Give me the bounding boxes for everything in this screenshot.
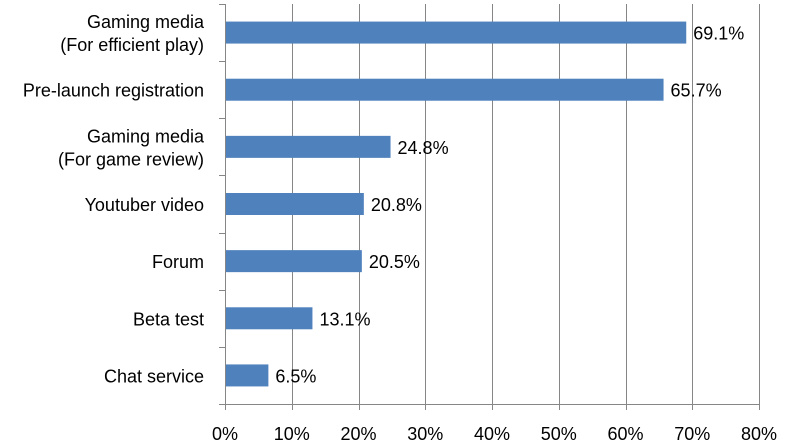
category-label: Forum	[152, 252, 204, 272]
x-tick-label: 80%	[741, 424, 777, 444]
x-tick-label: 60%	[607, 424, 643, 444]
bar	[226, 364, 269, 387]
bar	[226, 21, 687, 44]
category-label: (For game review)	[58, 149, 204, 169]
x-tick-label: 0%	[212, 424, 238, 444]
x-tick-label: 30%	[407, 424, 443, 444]
data-label: 6.5%	[275, 366, 316, 386]
bars	[226, 21, 687, 387]
x-tick-label: 40%	[474, 424, 510, 444]
data-label: 20.8%	[371, 195, 422, 215]
category-label: Pre-launch registration	[23, 81, 204, 101]
category-label: Gaming media	[87, 12, 205, 32]
bar	[226, 193, 364, 215]
category-label: Beta test	[133, 309, 204, 329]
category-label: Gaming media	[87, 126, 205, 146]
bar	[226, 78, 664, 101]
labels: 0% 10% 20% 30% 40% 50% 60% 70% 80% 69.1% Gaming me…	[23, 12, 777, 444]
data-label: 69.1%	[693, 24, 744, 44]
category-label: (For efficient play)	[60, 35, 204, 55]
data-label: 65.7%	[671, 81, 722, 101]
bar	[226, 250, 362, 273]
x-tick-label: 20%	[340, 424, 376, 444]
x-tick-label: 70%	[674, 424, 710, 444]
data-label: 20.5%	[369, 252, 420, 272]
x-tick-label: 50%	[541, 424, 577, 444]
bar	[226, 135, 391, 158]
data-label: 24.8%	[398, 138, 449, 158]
x-tick-label: 10%	[274, 424, 310, 444]
bar	[226, 307, 313, 330]
data-label: 13.1%	[319, 309, 370, 329]
category-label: Youtuber video	[85, 195, 204, 215]
category-label: Chat service	[104, 366, 204, 386]
axes	[219, 4, 760, 410]
gridlines	[292, 4, 760, 404]
